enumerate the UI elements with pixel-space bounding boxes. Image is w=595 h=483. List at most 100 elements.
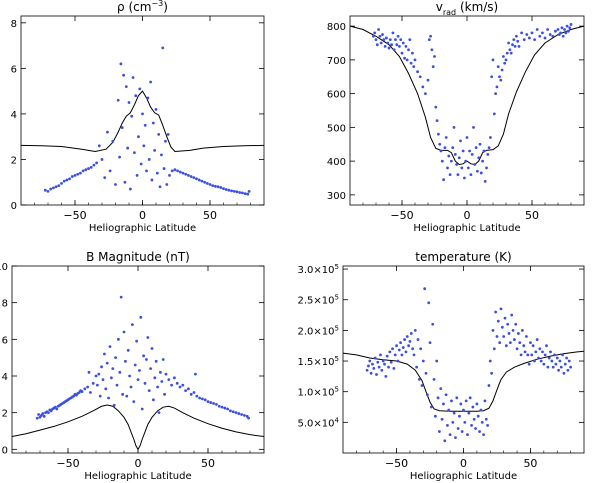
density-data-point: [133, 151, 136, 155]
bmag-data-point: [175, 381, 179, 385]
bmag-data-point: [173, 376, 176, 380]
density-data-point: [176, 169, 180, 173]
density-data-point: [224, 188, 228, 191]
temperature-data-point: [498, 341, 502, 345]
density-data-point: [76, 172, 80, 176]
temperature-data-point: [533, 359, 536, 363]
temperature-data-point: [541, 350, 544, 354]
temperature-data-point: [561, 353, 564, 357]
velocity-data-point: [498, 75, 501, 79]
density-data-point: [114, 183, 117, 186]
velocity-data-point: [560, 26, 564, 30]
velocity-data-point: [551, 34, 555, 38]
bmag-x-axis-label: Heliographic Latitude: [84, 471, 191, 482]
velocity-data-point: [446, 166, 449, 170]
temperature-data-point: [429, 405, 433, 409]
temperature-data-point: [446, 424, 449, 427]
bmag-data-point: [37, 413, 40, 416]
velocity-data-point: [543, 36, 547, 40]
temperature-data-point: [545, 344, 548, 348]
velocity-data-point: [459, 139, 462, 143]
density-x-axis-label: Heliographic Latitude: [89, 223, 196, 234]
bmag-y-tick-label: 0: [2, 445, 8, 456]
temperature-data-point: [507, 332, 511, 335]
bmag-data-point: [181, 383, 185, 387]
velocity-data-point: [424, 92, 427, 96]
bmag-data-point: [164, 372, 168, 376]
bmag-data-point: [83, 387, 87, 391]
velocity-data-point: [378, 34, 382, 38]
temperature-data-point: [460, 430, 464, 433]
density-data-point: [139, 162, 143, 166]
bmag-data-point: [184, 389, 188, 393]
density-data-point: [49, 187, 53, 191]
density-data-point: [168, 174, 171, 177]
temperature-data-point: [470, 424, 473, 427]
temperature-data-point: [424, 371, 428, 375]
bmag-data-point: [139, 315, 143, 319]
temperature-data-point: [412, 353, 416, 357]
density-data-point: [43, 188, 47, 192]
bmag-data-point: [135, 339, 139, 343]
temperature-data-point: [393, 353, 397, 357]
velocity-data-point: [464, 159, 468, 163]
velocity-data-point: [463, 176, 466, 180]
density-data-point: [141, 112, 144, 116]
velocity-data-point: [525, 33, 529, 36]
temperature-data-point: [518, 341, 522, 345]
bmag-data-point: [220, 405, 224, 409]
temperature-data-point: [547, 356, 551, 360]
density-data-point: [211, 184, 215, 188]
density-data-point: [230, 189, 234, 193]
temperature-data-point: [494, 310, 498, 314]
temperature-data-point: [371, 362, 374, 366]
velocity-data-point: [563, 28, 566, 31]
temperature-data-point: [546, 365, 550, 369]
velocity-data-point: [513, 44, 517, 48]
velocity-data-point: [511, 43, 514, 47]
density-data-point: [216, 185, 220, 189]
velocity-data-point: [390, 43, 393, 47]
temperature-data-point: [395, 344, 398, 348]
bmag-y-tick-label: 8: [2, 299, 8, 310]
bmag-data-point: [136, 378, 140, 382]
velocity-data-point: [452, 125, 456, 129]
bmag-data-point: [243, 414, 246, 417]
bmag-data-point: [110, 376, 113, 380]
density-data-point: [154, 107, 158, 111]
temperature-data-point: [419, 347, 423, 351]
velocity-data-point: [567, 29, 570, 33]
velocity-data-point: [505, 51, 509, 55]
temperature-data-point: [521, 328, 524, 332]
bmag-data-point: [163, 392, 167, 396]
bmag-data-point: [122, 330, 126, 334]
temperature-x-axis-label: Heliographic Latitude: [410, 471, 517, 482]
velocity-data-point: [460, 166, 464, 170]
temperature-y-tick-label: 2.0×105: [298, 324, 339, 337]
density-data-point: [124, 85, 128, 88]
bmag-data-point: [145, 358, 148, 361]
velocity-data-point: [411, 51, 414, 55]
temperature-data-point: [468, 396, 472, 400]
density-data-point: [153, 148, 157, 152]
velocity-data-point: [546, 28, 549, 31]
bmag-data-point: [143, 381, 147, 385]
density-y-tick-label: 6: [11, 64, 17, 75]
temperature-data-point: [401, 346, 405, 349]
bmag-data-point: [212, 402, 216, 405]
temperature-data-point: [456, 427, 460, 430]
velocity-data-point: [494, 92, 497, 96]
density-x-tick-label: 50: [203, 209, 217, 222]
velocity-data-point: [403, 56, 406, 60]
temperature-data-point: [496, 319, 500, 323]
temperature-data-point: [413, 328, 417, 332]
temperature-data-point: [388, 350, 392, 354]
temperature-data-point: [519, 353, 523, 357]
bmag-data-point: [189, 392, 193, 396]
temperature-data-point: [450, 399, 453, 403]
temperature-data-point: [428, 341, 432, 345]
velocity-data-point: [434, 105, 438, 109]
velocity-y-tick-label: 600: [327, 90, 346, 101]
temperature-data-point: [512, 338, 516, 341]
bmag-data-point: [35, 416, 39, 420]
